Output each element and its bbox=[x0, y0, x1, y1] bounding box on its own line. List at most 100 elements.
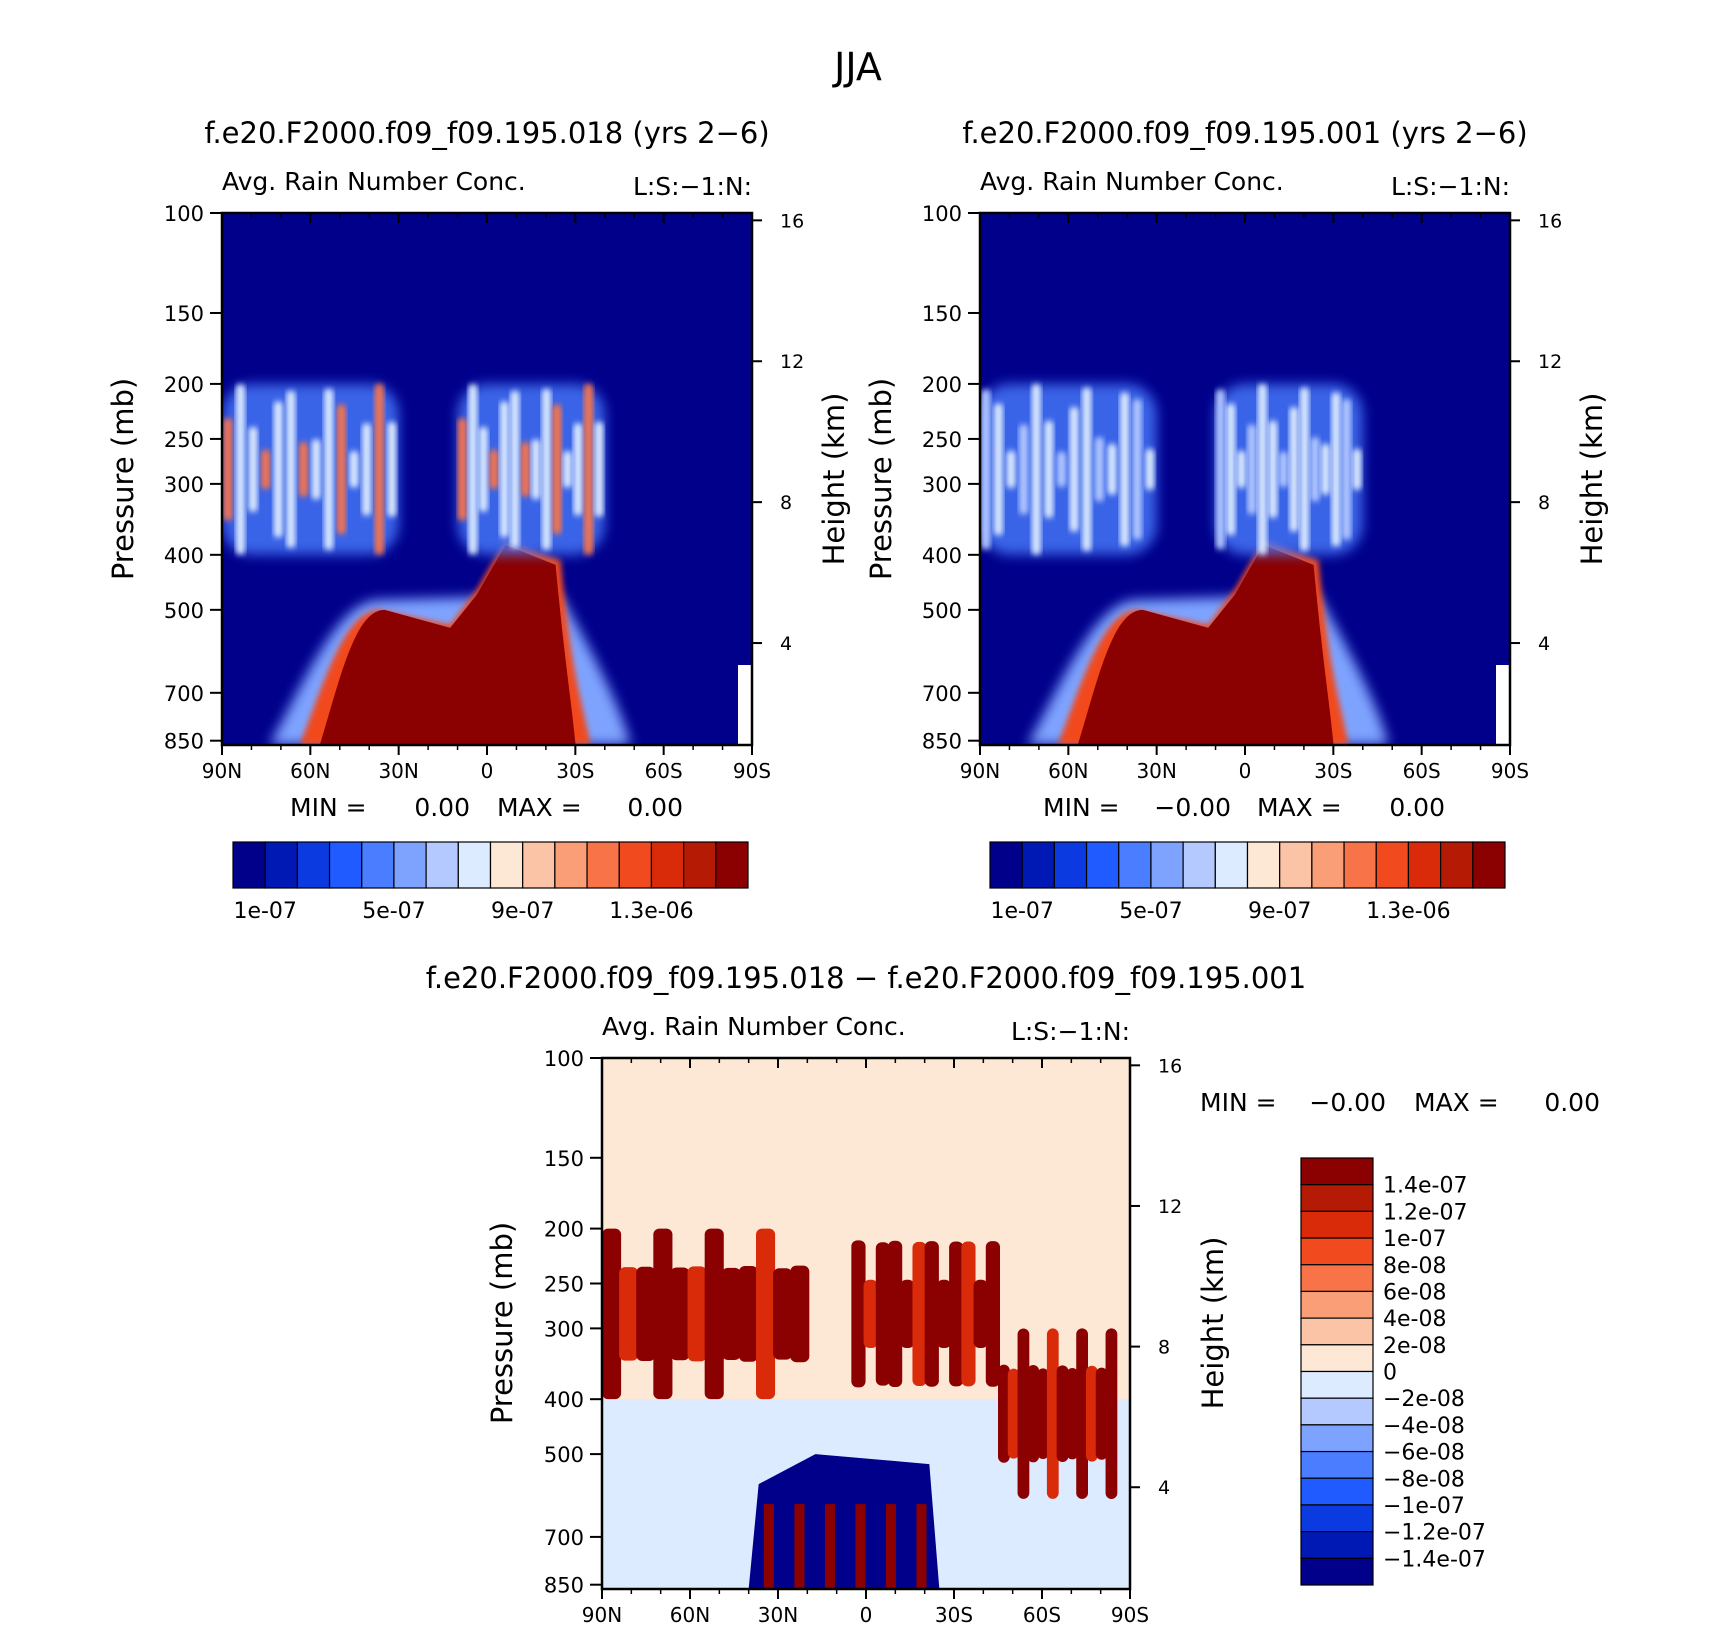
pressure-tick-label: 850 bbox=[164, 730, 204, 754]
lat-tick-label: 30S bbox=[935, 1603, 973, 1627]
positive-streak bbox=[704, 1228, 724, 1400]
pressure-tick-label: 300 bbox=[164, 473, 204, 497]
upper-streak bbox=[562, 450, 572, 488]
height-tick-label: 4 bbox=[1538, 633, 1550, 655]
positive-streak bbox=[794, 1504, 805, 1589]
colorbar-box bbox=[586, 841, 620, 889]
panel-3: f.e20.F2000.f09_f09.195.018 − f.e20.F200… bbox=[426, 961, 1600, 1627]
colorbar-label: −6e-08 bbox=[1383, 1441, 1465, 1466]
upper-streak bbox=[1107, 443, 1117, 495]
colorbar-box bbox=[1375, 841, 1410, 889]
colorbar-label: −1.4e-07 bbox=[1383, 1547, 1486, 1572]
colorbar-box bbox=[1300, 1210, 1374, 1239]
colorbar-box bbox=[296, 841, 331, 889]
pressure-tick-label: 400 bbox=[544, 1388, 584, 1412]
pressure-tick-label: 400 bbox=[164, 544, 204, 568]
page-title: JJA bbox=[832, 45, 882, 89]
upper-streak bbox=[1082, 387, 1092, 552]
positive-streak bbox=[1037, 1368, 1049, 1460]
panel-2-right-note: L:S:−1:N: bbox=[1391, 172, 1510, 201]
panel-1-max-value: 0.00 bbox=[627, 793, 683, 822]
positive-streak bbox=[636, 1266, 656, 1362]
positive-streak bbox=[924, 1241, 939, 1387]
upper-streak bbox=[336, 404, 346, 535]
colorbar-label: 1e-07 bbox=[233, 899, 296, 924]
upper-streak bbox=[1031, 383, 1041, 555]
positive-streak bbox=[1007, 1368, 1020, 1459]
positive-streak bbox=[885, 1504, 896, 1589]
upper-streak bbox=[286, 390, 296, 548]
positive-streak bbox=[961, 1241, 976, 1387]
colorbar-box bbox=[1343, 841, 1377, 889]
upper-streak bbox=[1299, 387, 1309, 552]
pressure-tick-label: 100 bbox=[544, 1047, 584, 1071]
upper-streak bbox=[261, 449, 271, 489]
upper-streak bbox=[1019, 424, 1029, 515]
panel-3-ylabel-right: Height (km) bbox=[1196, 1237, 1230, 1410]
lat-tick-label: 90S bbox=[1111, 1603, 1149, 1627]
colorbar-box bbox=[989, 841, 1023, 889]
positive-streak bbox=[973, 1279, 988, 1349]
colorbar-box bbox=[683, 841, 717, 889]
upper-streak bbox=[1268, 420, 1278, 519]
height-tick-label: 4 bbox=[780, 633, 792, 655]
pressure-tick-label: 400 bbox=[922, 544, 962, 568]
colorbar-box bbox=[264, 841, 298, 889]
upper-streak bbox=[1331, 392, 1341, 547]
upper-streak bbox=[273, 401, 283, 538]
colorbar-box bbox=[1214, 841, 1249, 889]
upper-streak bbox=[584, 383, 594, 555]
upper-streak bbox=[594, 421, 604, 517]
pressure-tick-label: 300 bbox=[544, 1317, 584, 1341]
colorbar-box bbox=[489, 841, 524, 889]
upper-streak bbox=[1145, 448, 1155, 491]
upper-streak bbox=[993, 403, 1003, 536]
panel-1-max-label: MAX = bbox=[497, 793, 582, 822]
panel-1-ylabel: Pressure (mb) bbox=[106, 378, 140, 580]
colorbar-label: 9e-07 bbox=[491, 899, 554, 924]
colorbar-label: 1e-07 bbox=[1383, 1227, 1446, 1252]
panel-1-subtitle: Avg. Rain Number Conc. bbox=[222, 167, 526, 196]
panel-1-min-label: MIN = bbox=[290, 793, 367, 822]
colorbar-label: 1.3e-06 bbox=[609, 899, 693, 924]
colorbar-box bbox=[1300, 1370, 1374, 1399]
positive-streak bbox=[721, 1267, 741, 1360]
positive-streak bbox=[998, 1364, 1010, 1463]
pressure-tick-label: 250 bbox=[922, 428, 962, 452]
upper-streak bbox=[324, 388, 334, 551]
upper-streak bbox=[248, 426, 258, 512]
upper-streak bbox=[489, 449, 499, 489]
upper-halo bbox=[980, 383, 1157, 555]
upper-streak bbox=[1120, 392, 1130, 547]
positive-streak bbox=[985, 1241, 1000, 1387]
panel-2-min-label: MIN = bbox=[1043, 793, 1120, 822]
panel-3-min-label: MIN = bbox=[1200, 1088, 1277, 1117]
positive-streak bbox=[687, 1266, 707, 1362]
upper-streak bbox=[1006, 450, 1016, 489]
panel-3-right-note: L:S:−1:N: bbox=[1011, 1017, 1130, 1046]
colorbar-box bbox=[618, 841, 653, 889]
colorbar-box bbox=[554, 841, 588, 889]
upper-streak bbox=[520, 442, 530, 497]
colorbar-label: −2e-08 bbox=[1383, 1387, 1465, 1412]
panel-1-plot: 100 150 200 250 300 400 500 700 850 16 12 8 4 90N 60N 3… bbox=[164, 202, 804, 783]
upper-streak bbox=[223, 418, 233, 521]
panel-2-plot: 100 150 200 250 300 400 500 700 850 16 12 8 4 90N 60N 3… bbox=[922, 202, 1562, 783]
colorbar-label: 5e-07 bbox=[362, 899, 425, 924]
pressure-tick-label: 200 bbox=[922, 373, 962, 397]
positive-streak bbox=[756, 1228, 776, 1400]
positive-streak bbox=[1095, 1367, 1108, 1460]
panel-1-min-value: 0.00 bbox=[414, 793, 470, 822]
upper-streak bbox=[311, 439, 321, 500]
lat-tick-label: 30N bbox=[378, 759, 418, 783]
pressure-tick-label: 250 bbox=[544, 1273, 584, 1297]
pressure-tick-label: 500 bbox=[544, 1443, 584, 1467]
positive-streak bbox=[1086, 1365, 1098, 1462]
panel-1-right-note: L:S:−1:N: bbox=[633, 172, 752, 201]
panel-2-title: f.e20.F2000.f09_f09.195.001 (yrs 2−6) bbox=[962, 116, 1527, 150]
colorbar-label: 5e-07 bbox=[1119, 899, 1182, 924]
panel-1-title: f.e20.F2000.f09_f09.195.018 (yrs 2−6) bbox=[204, 116, 769, 150]
height-tick-label: 8 bbox=[780, 492, 792, 514]
colorbar-box bbox=[1300, 1290, 1374, 1319]
upper-streak bbox=[349, 450, 359, 488]
